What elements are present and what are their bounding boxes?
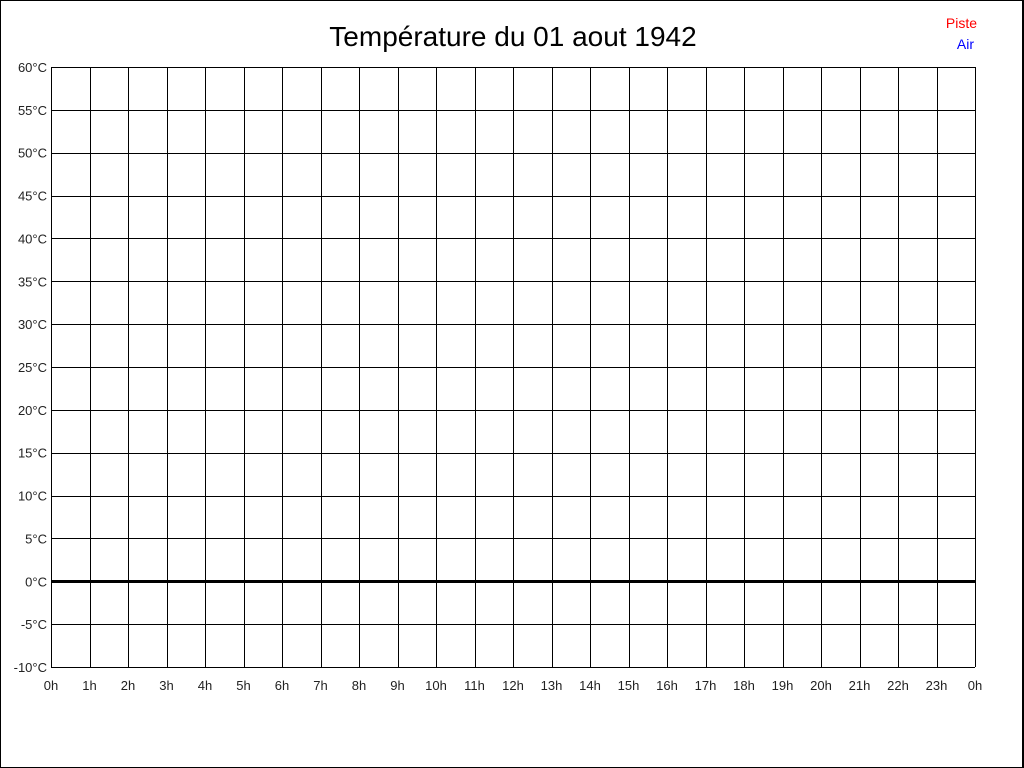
- x-tick-label: 18h: [733, 678, 755, 693]
- x-tick-label: 5h: [236, 678, 250, 693]
- x-tick-label: 21h: [849, 678, 871, 693]
- x-tick-label: 16h: [656, 678, 678, 693]
- y-tick-label: 20°C: [18, 403, 47, 418]
- x-tick-label: 0h: [968, 678, 982, 693]
- x-tick-label: 8h: [352, 678, 366, 693]
- x-tick-label: 1h: [82, 678, 96, 693]
- y-tick-label: -10°C: [14, 660, 47, 675]
- y-tick-label: 35°C: [18, 274, 47, 289]
- x-tick-label: 13h: [541, 678, 563, 693]
- x-tick-label: 14h: [579, 678, 601, 693]
- y-tick-label: 25°C: [18, 360, 47, 375]
- x-tick-label: 0h: [44, 678, 58, 693]
- x-tick-label: 23h: [926, 678, 948, 693]
- x-tick-label: 10h: [425, 678, 447, 693]
- chart-title: Température du 01 aout 1942: [329, 21, 696, 52]
- y-tick-label: 10°C: [18, 489, 47, 504]
- x-tick-label: 7h: [313, 678, 327, 693]
- x-tick-label: 15h: [618, 678, 640, 693]
- x-tick-label: 12h: [502, 678, 524, 693]
- x-tick-label: 22h: [887, 678, 909, 693]
- x-tick-label: 2h: [121, 678, 135, 693]
- legend-air: Air: [957, 36, 974, 52]
- y-tick-label: 45°C: [18, 189, 47, 204]
- y-tick-label: 0°C: [25, 574, 47, 589]
- x-tick-label: 3h: [159, 678, 173, 693]
- y-tick-label: 15°C: [18, 446, 47, 461]
- y-tick-label: 50°C: [18, 146, 47, 161]
- x-tick-label: 9h: [390, 678, 404, 693]
- x-tick-label: 19h: [772, 678, 794, 693]
- y-tick-label: 40°C: [18, 231, 47, 246]
- x-tick-label: 20h: [810, 678, 832, 693]
- y-tick-label: 5°C: [25, 531, 47, 546]
- x-tick-label: 17h: [695, 678, 717, 693]
- y-tick-label: 60°C: [18, 60, 47, 75]
- y-tick-label: -5°C: [21, 617, 47, 632]
- y-tick-label: 30°C: [18, 317, 47, 332]
- x-tick-label: 4h: [198, 678, 212, 693]
- x-tick-label: 11h: [464, 678, 485, 693]
- x-tick-label: 6h: [275, 678, 289, 693]
- legend-piste: Piste: [946, 15, 977, 31]
- y-tick-label: 55°C: [18, 103, 47, 118]
